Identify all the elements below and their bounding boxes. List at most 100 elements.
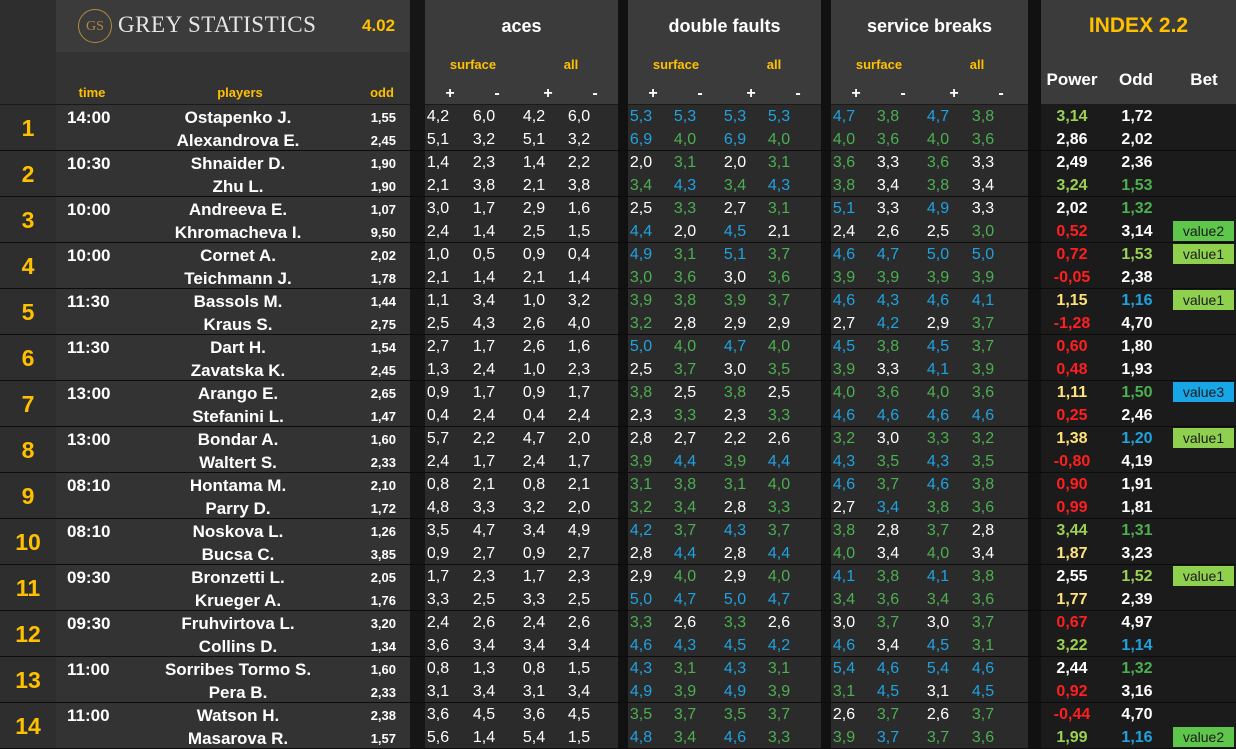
- service-break-value: 3,5: [876, 453, 900, 470]
- match-number: 14: [15, 713, 41, 739]
- service-break-value: 4,5: [876, 683, 900, 700]
- index-odd-value: 1,81: [1121, 499, 1153, 516]
- bet-badge[interactable]: value1: [1173, 428, 1234, 448]
- power-value: -1,28: [1053, 315, 1091, 332]
- match-number-cell: [0, 473, 56, 519]
- match-info-cell: [56, 703, 410, 749]
- match-number-cell: [0, 519, 56, 565]
- aces-value: 4,5: [567, 706, 591, 723]
- service-break-value: 3,8: [971, 568, 995, 585]
- double-fault-value: 4,0: [673, 568, 697, 585]
- service-break-value: 3,6: [971, 591, 995, 608]
- double-fault-value: 2,6: [767, 430, 791, 447]
- aces-value: 4,8: [426, 499, 450, 516]
- aces-value: 1,4: [472, 269, 496, 286]
- service-break-value: 3,8: [971, 476, 995, 493]
- service-break-value: 3,4: [971, 177, 995, 194]
- double-faults-minus-header: -: [795, 85, 801, 102]
- aces-value: 3,2: [567, 292, 591, 309]
- match-number-cell: [0, 197, 56, 243]
- service-break-value: 3,6: [971, 499, 995, 516]
- match-number: 3: [21, 207, 35, 233]
- service-break-value: 3,9: [876, 269, 900, 286]
- aces-value: 2,3: [567, 568, 591, 585]
- service-break-value: 3,4: [832, 591, 856, 608]
- service-break-value: 3,6: [926, 154, 950, 171]
- service-break-value: 3,8: [876, 338, 900, 355]
- player-name: Stefanini L.: [192, 407, 284, 426]
- power-value: 1,38: [1056, 430, 1088, 447]
- aces-value: 2,3: [472, 568, 496, 585]
- aces-cell: [425, 197, 618, 243]
- service-break-value: 4,6: [971, 407, 995, 424]
- service-break-value: 4,3: [926, 453, 950, 470]
- bet-badge[interactable]: value2: [1173, 221, 1234, 241]
- aces-value: 2,5: [522, 223, 546, 240]
- service-break-value: 3,1: [926, 683, 950, 700]
- double-fault-value: 4,7: [723, 338, 747, 355]
- service-break-value: 3,0: [876, 430, 900, 447]
- double-fault-value: 3,1: [767, 200, 791, 217]
- double-fault-value: 2,7: [673, 430, 697, 447]
- aces-value: 3,4: [522, 637, 546, 654]
- service-break-value: 3,0: [926, 614, 950, 631]
- version-label: 4.02: [362, 16, 396, 35]
- aces-value: 2,5: [567, 591, 591, 608]
- aces-value: 3,6: [426, 637, 450, 654]
- power-value: 3,44: [1056, 522, 1088, 539]
- power-value: 3,24: [1056, 177, 1088, 194]
- bet-badge[interactable]: value1: [1173, 290, 1234, 310]
- index-odd-value: 2,38: [1121, 269, 1153, 286]
- service-break-value: 4,0: [926, 131, 950, 148]
- aces-value: 2,1: [426, 177, 450, 194]
- bet-badge[interactable]: value3: [1173, 382, 1234, 402]
- double-fault-value: 4,0: [767, 338, 791, 355]
- player-odd: 2,75: [370, 317, 396, 332]
- bet-badge[interactable]: value2: [1173, 727, 1234, 747]
- power-value: 0,72: [1056, 246, 1088, 263]
- double-fault-value: 5,1: [723, 246, 747, 263]
- player-name: Kraus S.: [203, 315, 273, 334]
- aces-value: 3,3: [472, 499, 496, 516]
- aces-value: 2,6: [472, 614, 496, 631]
- double-fault-value: 6,9: [723, 131, 747, 148]
- match-info-cell: [56, 565, 410, 611]
- aces-surface-subheader: surface: [449, 57, 497, 72]
- aces-minus-header: -: [494, 85, 500, 102]
- aces-value: 0,9: [522, 545, 546, 562]
- service-break-value: 3,6: [971, 729, 995, 746]
- aces-value: 3,4: [472, 292, 496, 309]
- service-breaks-cell: [831, 657, 1028, 703]
- aces-group-title: aces: [501, 16, 542, 36]
- power-value: 3,14: [1056, 108, 1088, 125]
- double-fault-value: 4,0: [673, 131, 697, 148]
- service-break-value: 4,6: [832, 637, 856, 654]
- match-number-cell: [0, 657, 56, 703]
- match-time: 11:30: [67, 292, 110, 311]
- service-break-value: 3,6: [971, 131, 995, 148]
- aces-value: 3,4: [567, 683, 591, 700]
- match-number: 13: [15, 667, 41, 693]
- aces-cell: [425, 657, 618, 703]
- index-odd-value: 4,70: [1121, 706, 1153, 723]
- double-fault-value: 3,0: [723, 269, 747, 286]
- player-name: Watson H.: [196, 706, 280, 725]
- player-odd: 2,45: [370, 363, 396, 378]
- double-fault-value: 4,2: [767, 637, 791, 654]
- aces-value: 2,3: [567, 361, 591, 378]
- service-break-value: 3,6: [876, 131, 900, 148]
- aces-value: 3,1: [522, 683, 546, 700]
- player-odd: 2,05: [370, 570, 396, 585]
- double-faults-all-subheader: all: [766, 57, 782, 72]
- service-breaks-cell: [831, 381, 1028, 427]
- bet-badge[interactable]: value1: [1173, 566, 1234, 586]
- service-break-value: 3,8: [876, 568, 900, 585]
- bet-badge[interactable]: value1: [1173, 244, 1234, 264]
- row-divider: [0, 334, 1236, 335]
- double-fault-value: 2,0: [629, 154, 653, 171]
- match-number-cell: [0, 703, 56, 749]
- aces-value: 2,0: [567, 430, 591, 447]
- service-break-value: 3,1: [832, 683, 856, 700]
- players-column-header: players: [217, 85, 263, 100]
- row-divider: [0, 472, 1236, 473]
